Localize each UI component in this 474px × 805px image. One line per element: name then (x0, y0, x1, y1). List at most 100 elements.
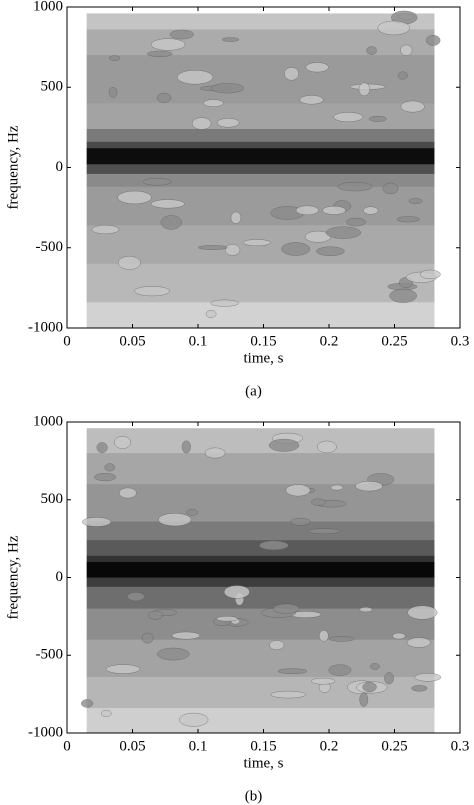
contour-patch (221, 37, 240, 42)
x-tick-label: 0.3 (451, 333, 470, 349)
x-tick-label: 0.25 (381, 738, 407, 754)
contour-patch (328, 664, 352, 676)
contour-band (86, 29, 435, 56)
contour-patch (150, 199, 185, 209)
contour-patch (384, 672, 394, 685)
contour-patch (281, 242, 311, 256)
contour-band (86, 586, 435, 610)
contour-patch (223, 585, 250, 599)
contour-patch (411, 685, 428, 692)
x-tick-label: 0.2 (320, 333, 339, 349)
contour-patch (230, 211, 242, 224)
contour-patch (101, 709, 112, 717)
contour-patch (333, 112, 363, 122)
contour-patch (171, 631, 201, 640)
contour-patch (160, 215, 182, 230)
contour-band (86, 484, 435, 523)
contour-patch (310, 677, 336, 685)
contour-patch (396, 216, 420, 223)
contour-patch (81, 699, 94, 708)
contour-patch (299, 95, 324, 105)
y-tick-label: 0 (56, 159, 64, 175)
contour-patch (198, 245, 228, 250)
contour-patch (277, 668, 308, 675)
contour-patch (134, 286, 170, 297)
caption: (b) (245, 788, 263, 804)
contour-band (86, 561, 435, 578)
contour-patch (210, 299, 239, 307)
contour-patch (311, 498, 326, 506)
caption: (a) (245, 383, 262, 399)
y-tick-label: 1000 (33, 413, 63, 429)
x-tick-label: 0.05 (119, 738, 145, 754)
contour-patch (157, 92, 172, 103)
y-axis-label: frequency, Hz (5, 535, 21, 619)
contour-patch (179, 712, 209, 727)
contour-patch (177, 70, 214, 85)
contour-band (86, 148, 435, 165)
contour-patch (118, 487, 137, 499)
contour-patch (114, 435, 132, 449)
contour-band (86, 555, 435, 563)
x-tick-label: 0.05 (119, 333, 145, 349)
contour-patch (284, 67, 299, 81)
contour-band (86, 263, 435, 303)
contour-patch (400, 44, 413, 56)
y-tick-label: -1000 (28, 724, 63, 740)
contour-patch (346, 217, 366, 227)
contour-patch (270, 690, 307, 699)
contour-patch (186, 509, 199, 516)
contour-patch (210, 83, 245, 94)
contour-patch (359, 607, 373, 613)
x-tick-label: 0.15 (250, 738, 276, 754)
y-axis-label: frequency, Hz (5, 125, 21, 209)
contour-patch (169, 29, 194, 40)
contour-patch (150, 38, 186, 51)
contour-patch (408, 198, 423, 205)
contour-patch (329, 636, 355, 642)
contour-patch (322, 205, 346, 215)
contour-patch (141, 632, 154, 644)
contour-patch (108, 55, 121, 61)
x-tick-label: 0.3 (451, 738, 470, 754)
contour-patch (147, 50, 173, 57)
x-tick-label: 0.1 (189, 333, 208, 349)
contour-patch (268, 438, 300, 452)
contour-band (86, 577, 435, 588)
contour-patch (363, 206, 379, 215)
contour-patch (362, 682, 377, 693)
contour-band (86, 677, 435, 709)
contour-patch (243, 239, 271, 247)
contour-patch (216, 616, 238, 622)
contour-patch (117, 256, 141, 270)
contour-patch (273, 603, 300, 614)
contour-patch (330, 484, 344, 491)
contour-patch (355, 481, 383, 492)
contour-patch (290, 517, 311, 526)
contour-band (86, 428, 435, 454)
contour-patch (420, 269, 441, 280)
y-tick-label: -1000 (28, 319, 63, 335)
x-tick-label: 0 (63, 333, 71, 349)
y-tick-label: 0 (56, 569, 64, 585)
x-tick-label: 0.15 (250, 333, 276, 349)
contour-patch (397, 71, 408, 80)
contour-patch (316, 246, 345, 256)
contour-patch (295, 205, 319, 216)
contour-band (86, 55, 435, 104)
x-tick-label: 0 (63, 738, 71, 754)
contour-patch (104, 463, 116, 472)
contour-band (86, 639, 435, 678)
contour-patch (414, 673, 442, 682)
contour-band (86, 302, 435, 329)
contour-patch (370, 663, 380, 670)
x-axis-label: time, s (244, 350, 284, 366)
contour-patch (191, 117, 212, 130)
contour-patch (377, 20, 411, 36)
y-tick-label: 500 (41, 79, 64, 95)
contour-patch (382, 182, 399, 195)
contour-patch (181, 440, 191, 454)
contour-patch (318, 630, 329, 642)
contour-patch (94, 472, 116, 482)
